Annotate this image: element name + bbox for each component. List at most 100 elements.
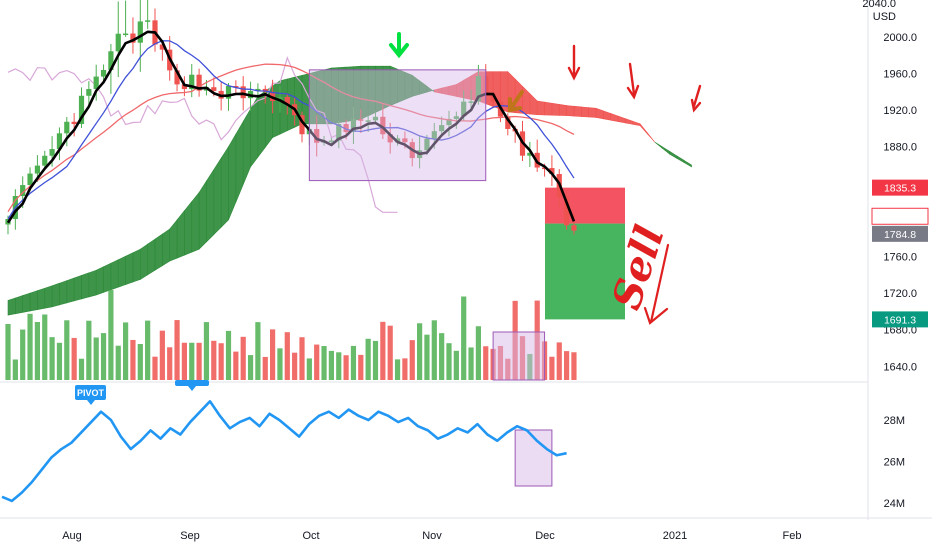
cloud-segment xyxy=(544,101,553,116)
price-tick-label: 1680.0 xyxy=(883,325,917,337)
conversion-line xyxy=(7,40,575,220)
smoothed-price-line xyxy=(6,30,576,224)
indicator-highlight-box xyxy=(514,429,553,487)
cloud-segment xyxy=(22,292,31,313)
consolidation-box xyxy=(308,69,487,182)
candle-body xyxy=(284,97,290,105)
candle-body xyxy=(314,129,320,143)
cloud-segment xyxy=(250,95,259,168)
cloud-segment xyxy=(588,107,597,118)
candle-body xyxy=(108,51,114,70)
candle-body xyxy=(350,119,357,132)
volume-bar xyxy=(255,322,261,380)
volume-bar xyxy=(394,359,401,380)
candle-body xyxy=(211,87,217,91)
volume-bar xyxy=(372,340,379,380)
pivot-label: PIVOT xyxy=(77,388,105,398)
volume-bar xyxy=(189,342,195,380)
volume-bar xyxy=(409,340,415,380)
red-down-arrow-icon xyxy=(690,84,702,113)
currency-label: USD xyxy=(873,11,896,23)
time-axis[interactable]: Aug Sep Oct Nov Dec 2021 Feb xyxy=(0,517,932,542)
volume-bar xyxy=(152,356,158,380)
candle-body xyxy=(372,116,379,121)
candle-body xyxy=(571,225,577,231)
volume-bar xyxy=(571,352,577,380)
indicator-tick-label: 28M xyxy=(884,415,905,427)
volume-bar xyxy=(115,345,121,380)
volume-bar xyxy=(365,338,371,380)
candle-body xyxy=(240,86,246,99)
candle-body xyxy=(196,74,202,91)
volume-bar xyxy=(380,321,386,380)
candle-body xyxy=(380,116,386,135)
cloud-segment xyxy=(279,78,288,135)
candle-body xyxy=(402,138,408,143)
volume-bar xyxy=(42,314,48,380)
price-label-text: 1784.8 xyxy=(884,229,916,241)
indicator-line xyxy=(1,400,567,503)
cloud-segment xyxy=(110,259,119,291)
cloud-segment xyxy=(206,168,215,243)
volume-bar xyxy=(468,347,474,380)
volume-bar xyxy=(34,322,40,380)
cloud-segment xyxy=(66,277,75,304)
highlight-boxes xyxy=(308,69,553,487)
volume-highlight-box xyxy=(492,331,546,381)
cloud-segment xyxy=(162,228,170,267)
pivot-tag-pointer xyxy=(87,400,95,405)
pivot-tag-second xyxy=(175,380,209,386)
time-tick-label: Aug xyxy=(62,530,82,542)
cloud-segment xyxy=(15,295,24,315)
candle-body xyxy=(27,173,33,186)
time-tick-label: Dec xyxy=(535,530,555,542)
candle-body xyxy=(439,125,445,132)
volume-bar xyxy=(5,324,11,380)
candle-body xyxy=(541,167,548,170)
candle-body xyxy=(71,121,77,125)
candle-body xyxy=(123,33,129,36)
volume-bar xyxy=(483,346,489,380)
cloud-segment xyxy=(103,262,112,293)
price-label-bg xyxy=(872,225,928,242)
cloud-segment xyxy=(647,132,656,143)
volume-bar xyxy=(247,355,254,380)
cloud-segment xyxy=(257,90,266,158)
candle-body xyxy=(527,152,533,156)
candle-body xyxy=(299,115,305,135)
volume-bar xyxy=(439,333,445,380)
cloud-segment xyxy=(551,102,560,116)
volume-bar xyxy=(211,340,217,380)
candle-body xyxy=(446,118,452,126)
cloud-segment xyxy=(191,191,200,253)
position-box xyxy=(545,187,625,320)
volume-bar xyxy=(27,313,33,380)
candle-body xyxy=(56,133,63,150)
pivot-tag-bg xyxy=(75,385,106,400)
volume-bar xyxy=(336,352,342,380)
price-label-bg xyxy=(872,311,928,328)
volume-bar xyxy=(350,345,357,380)
candle-body xyxy=(328,140,334,142)
candle-body xyxy=(34,165,40,174)
volume-bar xyxy=(64,320,70,380)
volume-bar xyxy=(424,334,430,380)
orange-arrow-icon xyxy=(508,90,524,113)
candle-body xyxy=(42,155,48,166)
price-axis[interactable]: USD2040.02000.01960.01920.01880.01840.01… xyxy=(862,0,932,550)
volume-bar xyxy=(461,296,467,380)
cloud-segment xyxy=(132,248,141,283)
candle-body xyxy=(490,93,496,102)
cloud-segment xyxy=(73,275,82,302)
volume-bar xyxy=(123,322,129,380)
volume-bar xyxy=(453,350,459,380)
volume-bar xyxy=(203,322,210,380)
indicator-lines xyxy=(6,30,576,224)
time-tick-label: Nov xyxy=(422,530,442,542)
candle-body xyxy=(49,149,55,156)
volume-bar xyxy=(284,332,290,380)
candle-body xyxy=(189,74,195,90)
candle-body xyxy=(431,131,437,139)
